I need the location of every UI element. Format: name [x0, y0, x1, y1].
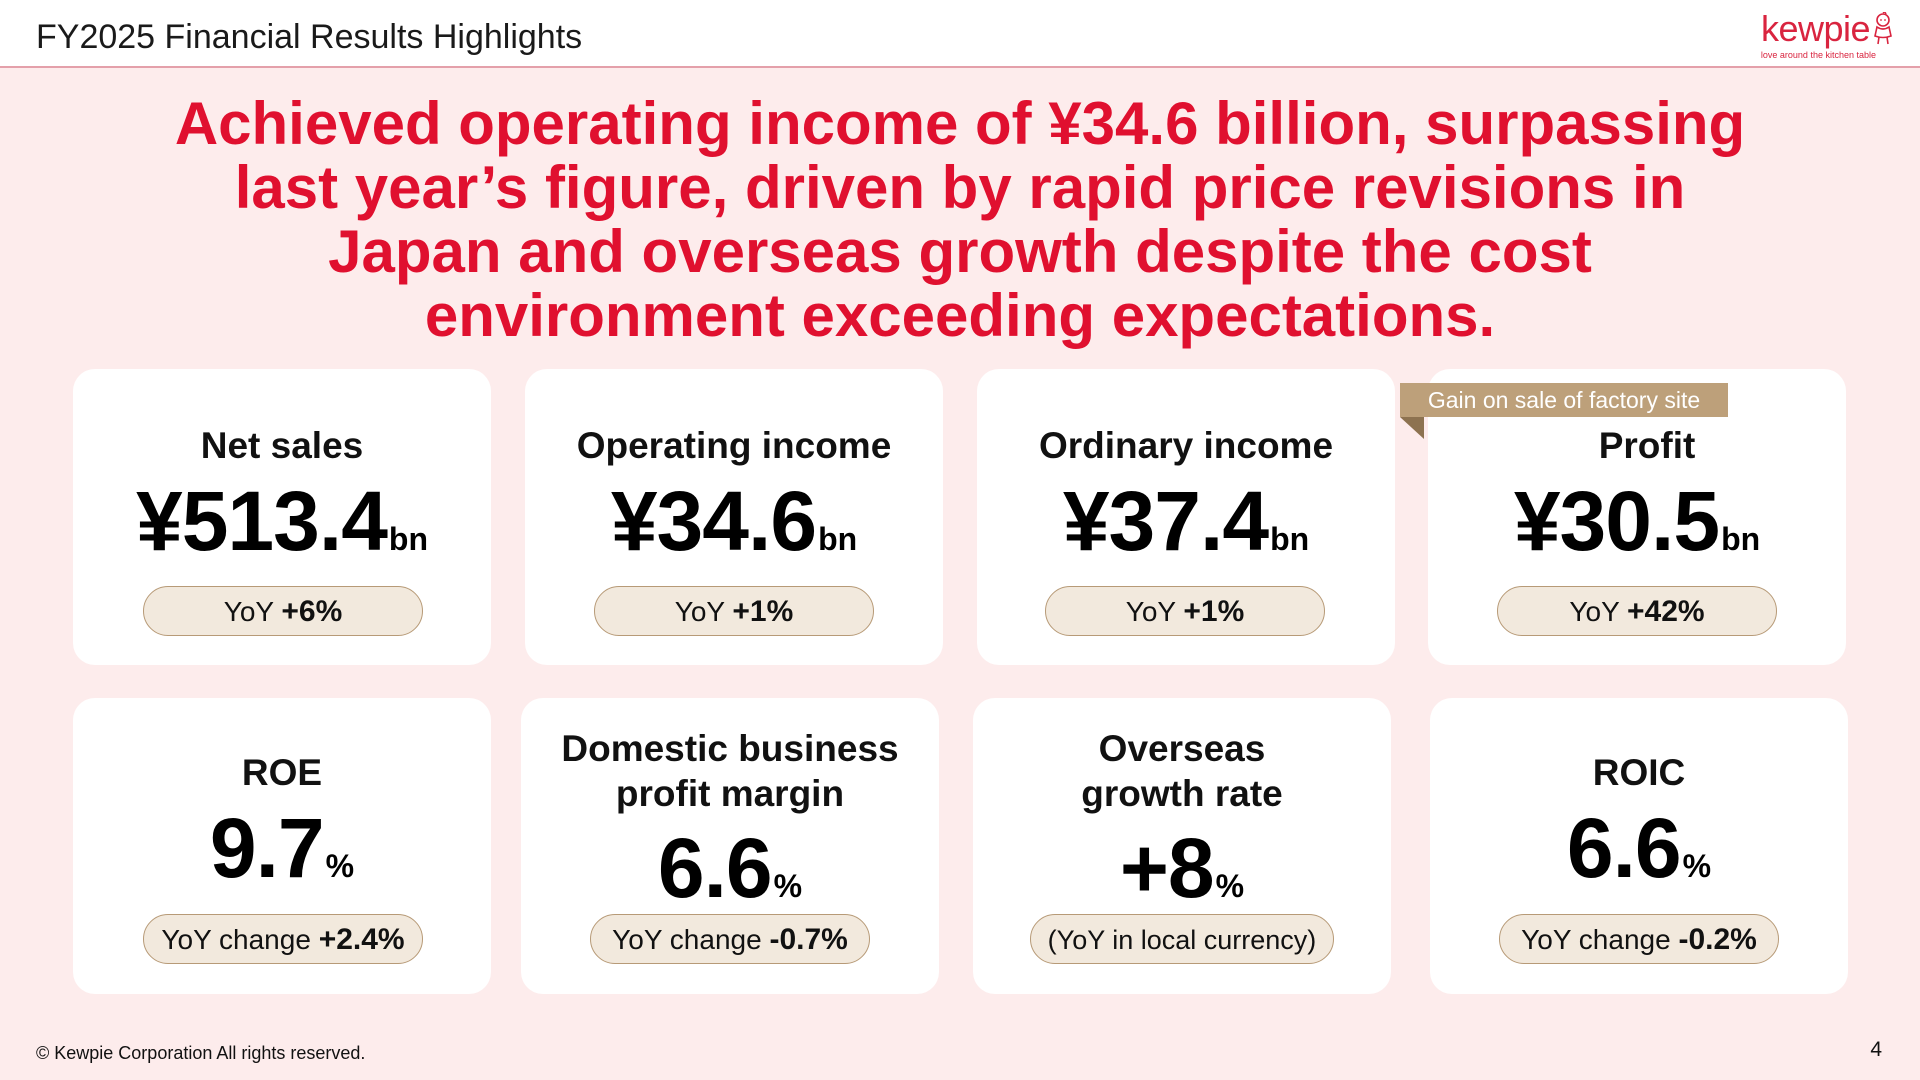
yoy-pill: YoY change -0.2% [1499, 914, 1779, 964]
local-currency-pill: (YoY in local currency) [1030, 914, 1334, 964]
headline: Achieved operating income of ¥34.6 billi… [100, 92, 1820, 348]
value-number: 6.6 [1566, 801, 1682, 895]
value-number: ¥34.6 [610, 474, 817, 568]
value-number: ¥513.4 [135, 474, 388, 568]
value-unit: % [773, 868, 803, 904]
pill-value: -0.7% [769, 923, 848, 956]
page-title: FY2025 Financial Results Highlights [36, 18, 583, 56]
card-title: ROIC [1592, 752, 1686, 793]
domestic-margin-card: Domestic business profit margin 6.6% YoY… [521, 698, 939, 994]
card-value: ¥30.5bn [1428, 473, 1846, 570]
pill-value: +2.4% [318, 923, 405, 956]
card-value: 9.7% [73, 800, 491, 897]
net-sales-card: Net sales ¥513.4bn YoY +6% [73, 369, 491, 665]
card-title-line: growth rate [1081, 773, 1283, 814]
pill-label: YoY [674, 596, 725, 627]
card-value: 6.6% [1430, 800, 1848, 897]
card-title-line: Domestic business [561, 728, 899, 769]
kewpie-logo: kewpie love around the kitchen table [1740, 8, 1892, 64]
header-bar: FY2025 Financial Results Highlights kewp… [0, 0, 1920, 68]
logo-wordmark: kewpie [1760, 8, 1871, 49]
ribbon-fold [1400, 417, 1424, 439]
value-unit: % [1215, 868, 1245, 904]
operating-income-card: Operating income ¥34.6bn YoY +1% [525, 369, 943, 665]
yoy-pill: YoY +42% [1497, 586, 1777, 636]
pill-label: YoY change [612, 924, 762, 955]
value-number: 6.6 [657, 821, 773, 915]
yoy-pill: YoY change -0.7% [590, 914, 870, 964]
card-title: Profit [1598, 425, 1696, 466]
pill-value: -0.2% [1678, 923, 1757, 956]
copyright-notice: © Kewpie Corporation All rights reserved… [36, 1043, 366, 1063]
card-title-line: profit margin [615, 773, 845, 814]
value-unit: % [1682, 848, 1712, 884]
header-divider [0, 66, 1920, 68]
pill-label: YoY [223, 596, 274, 627]
yoy-pill: YoY change +2.4% [143, 914, 423, 964]
card-value: ¥37.4bn [977, 473, 1395, 570]
headline-line: Achieved operating income of ¥34.6 billi… [174, 90, 1746, 157]
headline-line: last year’s figure, driven by rapid pric… [234, 154, 1686, 221]
pill-label: YoY change [1521, 924, 1671, 955]
pill-label: (YoY in local currency) [1047, 925, 1317, 955]
pill-value: +1% [1183, 595, 1245, 628]
card-value: ¥513.4bn [73, 473, 491, 570]
headline-line: Japan and overseas growth despite the co… [328, 218, 1592, 285]
card-value: 6.6% [521, 820, 939, 917]
factory-site-ribbon: Gain on sale of factory site [1400, 383, 1728, 417]
card-title: Ordinary income [1038, 425, 1334, 466]
pill-label: YoY [1125, 596, 1176, 627]
roic-card: ROIC 6.6% YoY change -0.2% [1430, 698, 1848, 994]
roe-card: ROE 9.7% YoY change +2.4% [73, 698, 491, 994]
value-number: ¥37.4 [1062, 474, 1269, 568]
profit-card: Profit ¥30.5bn YoY +42% [1428, 369, 1846, 665]
card-title: Net sales [200, 425, 364, 466]
page-number: 4 [1870, 1038, 1882, 1061]
logo-tagline: love around the kitchen table [1760, 50, 1876, 60]
value-unit: bn [1721, 521, 1761, 557]
pill-value: +42% [1627, 595, 1705, 628]
value-unit: % [325, 848, 355, 884]
yoy-pill: YoY +6% [143, 586, 423, 636]
value-number: ¥30.5 [1513, 474, 1720, 568]
value-unit: bn [818, 521, 858, 557]
headline-line: environment exceeding expectations. [424, 282, 1496, 349]
value-number: +8 [1119, 821, 1215, 915]
card-title-line: Overseas [1098, 728, 1266, 769]
value-unit: bn [388, 521, 428, 557]
card-title: Overseas growth rate [973, 726, 1391, 816]
card-title: Domestic business profit margin [521, 726, 939, 816]
card-title: Operating income [576, 425, 892, 466]
pill-value: +1% [732, 595, 794, 628]
pill-label: YoY change [161, 924, 311, 955]
value-number: 9.7 [209, 801, 325, 895]
card-title: ROE [241, 752, 323, 793]
overseas-growth-card: Overseas growth rate +8% (YoY in local c… [973, 698, 1391, 994]
pill-label: YoY [1569, 596, 1620, 627]
pill-value: +6% [281, 595, 343, 628]
ordinary-income-card: Ordinary income ¥37.4bn YoY +1% [977, 369, 1395, 665]
value-unit: bn [1270, 521, 1310, 557]
yoy-pill: YoY +1% [594, 586, 874, 636]
card-value: +8% [973, 820, 1391, 917]
yoy-pill: YoY +1% [1045, 586, 1325, 636]
card-value: ¥34.6bn [525, 473, 943, 570]
kewpie-doll-icon [1874, 12, 1892, 45]
